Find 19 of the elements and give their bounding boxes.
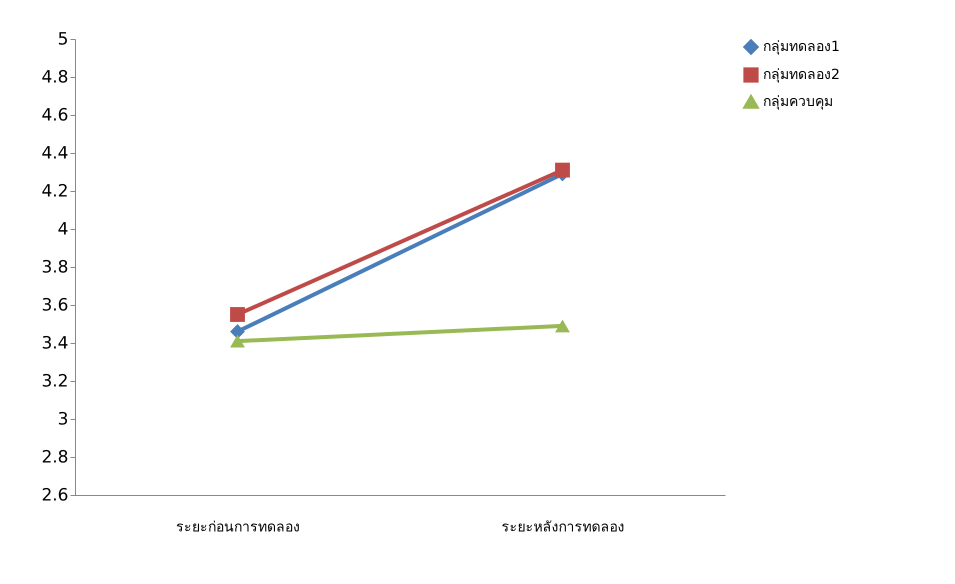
legend-label: กลุ่มทดลอง1	[763, 39, 840, 55]
x-tick-label: ระยะก่อนการทดลอง	[176, 520, 300, 536]
y-tick-label: 4.2	[41, 182, 68, 202]
y-tick-label: 3.6	[41, 296, 68, 316]
y-tick-label: 4.6	[41, 106, 68, 126]
y-tick-label: 4	[58, 220, 68, 240]
y-tick-label: 3.8	[41, 258, 68, 278]
y-tick-label: 3	[58, 410, 68, 430]
y-tick-label: 5	[58, 30, 68, 50]
legend-label: กลุ่มควบคุม	[763, 94, 833, 110]
point	[230, 307, 245, 322]
y-tick-label: 4.4	[41, 144, 68, 164]
y-tick-label: 4.8	[41, 68, 68, 88]
y-tick-label: 2.8	[41, 448, 68, 468]
y-tick-label: 3.2	[41, 372, 68, 392]
legend-label: กลุ่มทดลอง2	[763, 67, 840, 83]
y-tick-label: 2.6	[41, 486, 68, 506]
x-tick-label: ระยะหลังการทดลอง	[502, 520, 624, 536]
y-tick-label: 3.4	[41, 334, 68, 354]
